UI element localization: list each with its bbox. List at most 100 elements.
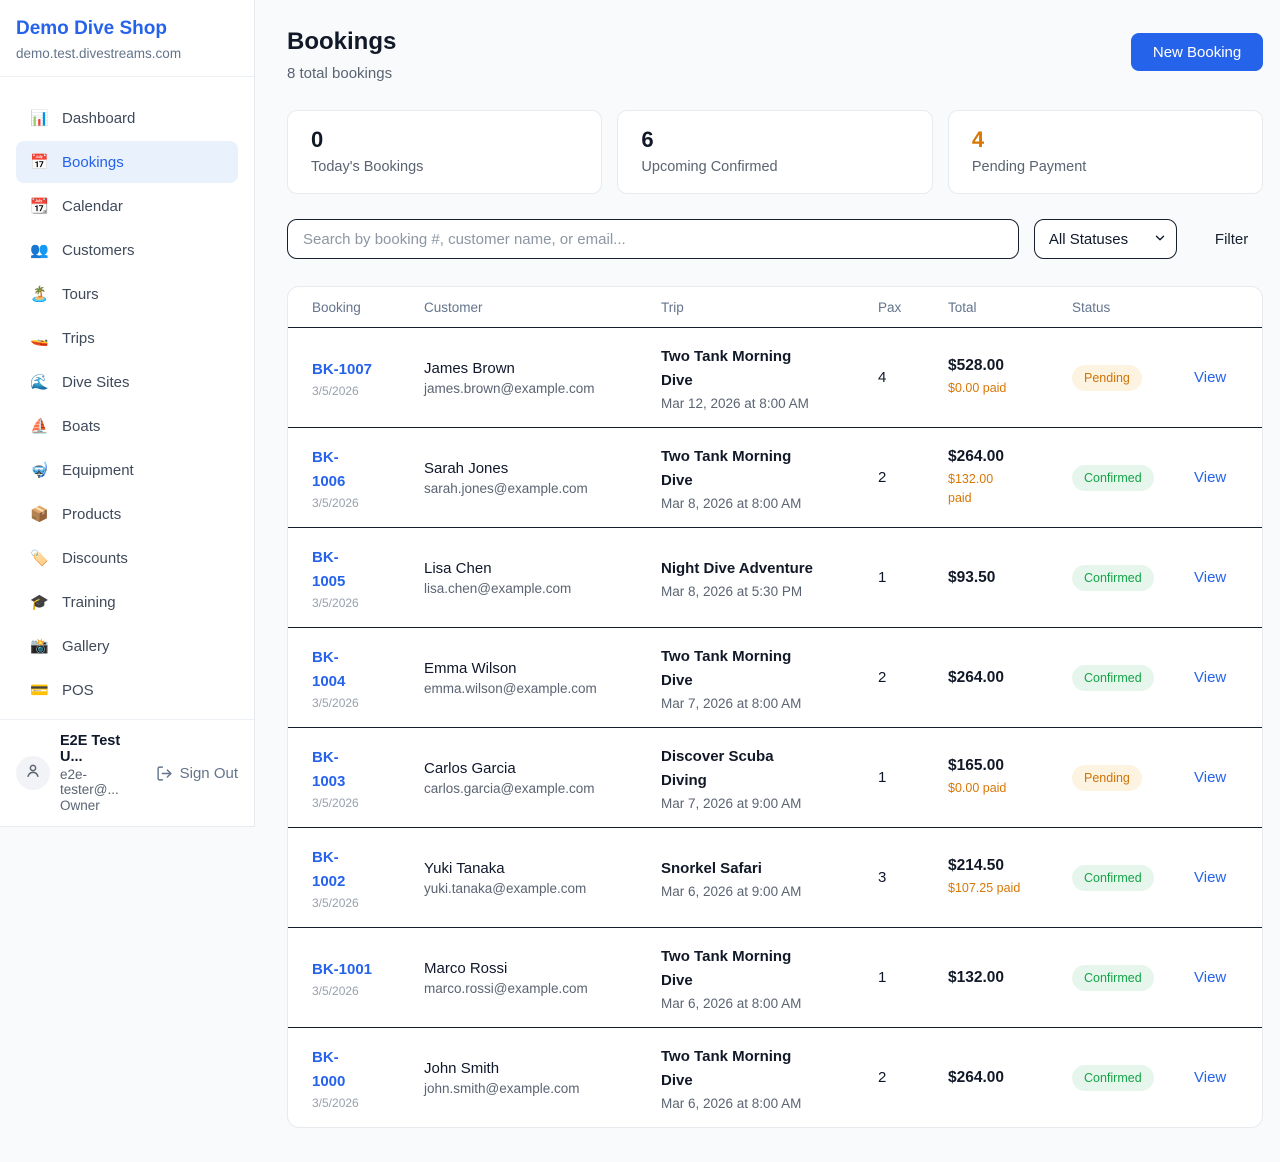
filter-row: All Statuses Filter xyxy=(287,219,1263,259)
nav-item-label: Equipment xyxy=(62,461,134,479)
booking-date: 3/5/2026 xyxy=(312,895,359,910)
search-input[interactable] xyxy=(287,219,1019,259)
booking-id-link[interactable]: BK- 1000 xyxy=(312,1048,346,1090)
booking-id-link[interactable]: BK- 1005 xyxy=(312,548,346,590)
sidebar-item-trips[interactable]: 🚤 Trips xyxy=(16,317,238,359)
booking-id-link[interactable]: BK- 1004 xyxy=(312,648,346,690)
sidebar-item-calendar[interactable]: 📆 Calendar xyxy=(16,185,238,227)
status-badge: Pending xyxy=(1072,764,1142,791)
paid-amount: $0.00 paid xyxy=(948,781,1007,796)
customer-email: yuki.tanaka@example.com xyxy=(424,880,587,896)
booking-row: BK- 1004 3/5/2026 Emma Wilson emma.wilso… xyxy=(288,627,1263,727)
user-role: Owner xyxy=(60,798,100,813)
customer-cell: Sarah Jones sarah.jones@example.com xyxy=(424,460,661,496)
nav-item-label: Bookings xyxy=(62,153,124,171)
customer-name: Marco Rossi xyxy=(424,959,508,977)
sidebar-item-boats[interactable]: ⛵ Boats xyxy=(16,405,238,447)
sidebar-item-bookings[interactable]: 📅 Bookings xyxy=(16,141,238,183)
nav-icon: 📸 xyxy=(30,638,49,655)
sidebar-item-discounts[interactable]: 🏷️ Discounts xyxy=(16,537,238,579)
customer-name: Sarah Jones xyxy=(424,459,509,477)
sidebar-item-tours[interactable]: 🏝️ Tours xyxy=(16,273,238,315)
sidebar: Demo Dive Shop demo.test.divestreams.com… xyxy=(0,0,255,827)
pax-count: 2 xyxy=(878,469,887,486)
booking-row: BK- 1000 3/5/2026 John Smith john.smith@… xyxy=(288,1027,1263,1127)
column-header-total: Total xyxy=(948,299,977,315)
sidebar-item-dive-sites[interactable]: 🌊 Dive Sites xyxy=(16,361,238,403)
nav-item-label: Calendar xyxy=(62,197,123,215)
booking-id-link[interactable]: BK-1007 xyxy=(312,360,373,378)
customer-cell: James Brown james.brown@example.com xyxy=(424,360,661,396)
actions-cell: View xyxy=(1194,469,1238,487)
sidebar-item-pos[interactable]: 💳 POS xyxy=(16,669,238,711)
booking-cell: BK-1001 3/5/2026 xyxy=(312,958,424,998)
view-link[interactable]: View xyxy=(1194,568,1227,586)
sidebar-item-dashboard[interactable]: 📊 Dashboard xyxy=(16,97,238,139)
booking-date: 3/5/2026 xyxy=(312,495,359,510)
total-cell: $214.50 $107.25 paid xyxy=(948,857,1072,898)
new-booking-button[interactable]: New Booking xyxy=(1130,33,1264,71)
total-amount: $264.00 xyxy=(948,447,1005,465)
logout-icon xyxy=(156,765,173,782)
sidebar-item-training[interactable]: 🎓 Training xyxy=(16,581,238,623)
pax-count: 1 xyxy=(878,569,887,586)
customer-email: sarah.jones@example.com xyxy=(424,480,588,496)
trip-cell: Two Tank Morning Dive Mar 7, 2026 at 8:0… xyxy=(661,645,878,711)
shop-header: Demo Dive Shop demo.test.divestreams.com xyxy=(0,0,254,76)
customer-name: James Brown xyxy=(424,359,515,377)
status-cell: Confirmed xyxy=(1072,964,1194,991)
booking-id-link[interactable]: BK- 1003 xyxy=(312,748,346,790)
sidebar-item-gallery[interactable]: 📸 Gallery xyxy=(16,625,238,667)
actions-cell: View xyxy=(1194,869,1238,887)
booking-id-link[interactable]: BK- 1002 xyxy=(312,848,346,890)
total-cell: $264.00 xyxy=(948,669,1072,687)
customer-cell: Lisa Chen lisa.chen@example.com xyxy=(424,560,661,596)
view-link[interactable]: View xyxy=(1194,468,1227,486)
status-select-wrap: All Statuses xyxy=(1033,219,1177,259)
shop-name: Demo Dive Shop xyxy=(16,18,167,39)
view-link[interactable]: View xyxy=(1194,868,1227,886)
booking-id-link[interactable]: BK-1001 xyxy=(312,960,373,978)
trip-cell: Two Tank Morning Dive Mar 6, 2026 at 8:0… xyxy=(661,1045,878,1111)
booking-row: BK-1001 3/5/2026 Marco Rossi marco.rossi… xyxy=(288,927,1263,1027)
page-title: Bookings xyxy=(287,28,397,55)
pax-count: 1 xyxy=(878,969,887,986)
paid-amount: $107.25 paid xyxy=(948,881,1021,896)
view-link[interactable]: View xyxy=(1194,1068,1227,1086)
sidebar-nav: 📊 Dashboard 📅 Bookings 📆 Calendar 👥 Cust… xyxy=(0,76,254,719)
view-link[interactable]: View xyxy=(1194,768,1227,786)
status-filter-select[interactable]: All Statuses xyxy=(1033,219,1177,259)
customer-email: lisa.chen@example.com xyxy=(424,580,572,596)
view-link[interactable]: View xyxy=(1194,968,1227,986)
booking-date: 3/5/2026 xyxy=(312,595,359,610)
status-cell: Pending xyxy=(1072,364,1194,391)
sidebar-item-customers[interactable]: 👥 Customers xyxy=(16,229,238,271)
filter-button[interactable]: Filter xyxy=(1209,230,1254,249)
trip-datetime: Mar 8, 2026 at 5:30 PM xyxy=(661,583,803,599)
nav-item-label: Dashboard xyxy=(62,109,136,127)
view-link[interactable]: View xyxy=(1194,368,1227,386)
nav-item-label: Dive Sites xyxy=(62,373,130,391)
booking-cell: BK-1007 3/5/2026 xyxy=(312,358,424,398)
status-cell: Confirmed xyxy=(1072,464,1194,491)
status-badge: Confirmed xyxy=(1072,1064,1154,1091)
customer-name: John Smith xyxy=(424,1059,500,1077)
total-cell: $93.50 xyxy=(948,569,1072,587)
trip-cell: Two Tank Morning Dive Mar 8, 2026 at 8:0… xyxy=(661,445,878,511)
sidebar-item-products[interactable]: 📦 Products xyxy=(16,493,238,535)
nav-item-label: POS xyxy=(62,681,94,699)
column-header-pax: Pax xyxy=(878,299,902,315)
trip-datetime: Mar 7, 2026 at 9:00 AM xyxy=(661,795,802,811)
stat-card: 4 Pending Payment xyxy=(947,110,1264,194)
sidebar-item-equipment[interactable]: 🤿 Equipment xyxy=(16,449,238,491)
booking-date: 3/5/2026 xyxy=(312,383,359,398)
stat-value: 4 xyxy=(971,127,985,152)
view-link[interactable]: View xyxy=(1194,668,1227,686)
nav-item-label: Products xyxy=(62,505,122,523)
customer-email: emma.wilson@example.com xyxy=(424,680,597,696)
pax-count: 1 xyxy=(878,769,887,786)
trip-datetime: Mar 7, 2026 at 8:00 AM xyxy=(661,695,802,711)
booking-id-link[interactable]: BK- 1006 xyxy=(312,448,346,490)
sign-out-button[interactable]: Sign Out xyxy=(156,765,238,782)
